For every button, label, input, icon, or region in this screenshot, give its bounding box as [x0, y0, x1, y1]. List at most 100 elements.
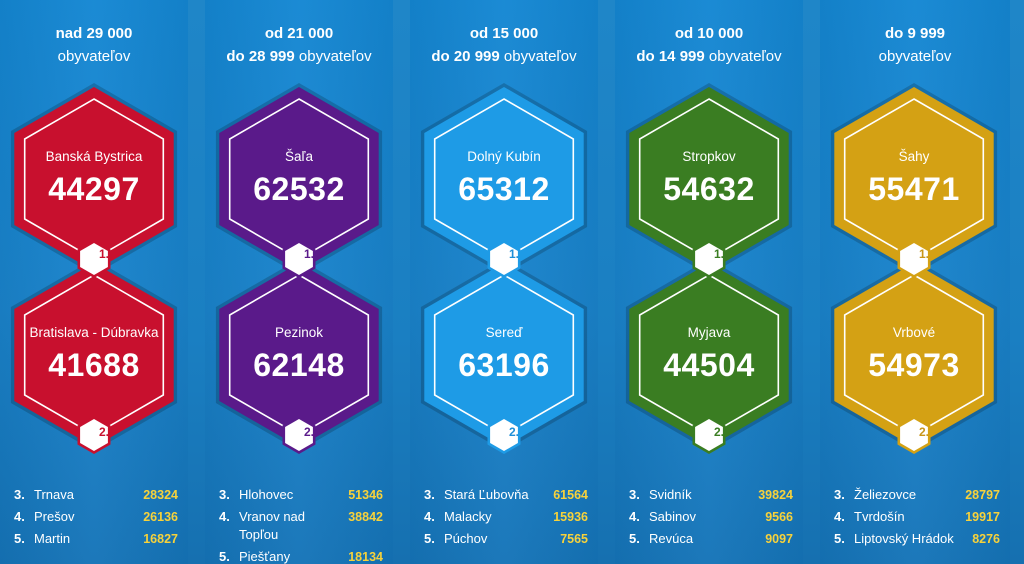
- header-line-2-bold: do 28 999: [226, 48, 295, 65]
- rank-badge-2: [695, 419, 723, 451]
- first-place-rank: 1.: [713, 247, 724, 261]
- header-line-1: do 9 999: [884, 25, 946, 42]
- list-city: Martin: [34, 531, 71, 546]
- second-place-city: Myjava: [687, 325, 731, 340]
- category-column-3: od 15 000 do 20 999 obyvateľov Dolný Kub…: [410, 0, 598, 564]
- second-place-city: Vrbové: [892, 325, 936, 340]
- first-place-hexagon: [834, 87, 994, 271]
- list-rank: 4.: [629, 509, 640, 524]
- first-place-value: 62532: [253, 171, 345, 207]
- column-header: od 10 000 do 14 999 obyvateľov: [615, 22, 803, 68]
- first-place-rank: 1.: [918, 247, 929, 261]
- list-rank: 4.: [14, 509, 25, 524]
- list-rank: 4.: [834, 509, 845, 524]
- list-rank: 3.: [834, 487, 845, 502]
- rank-badge-2: [490, 419, 518, 451]
- list-value: 28324: [143, 488, 178, 502]
- second-place-value: 41688: [48, 347, 140, 383]
- list-item: 3. Hlohovec 51346: [219, 484, 383, 506]
- header-line-2-bold: do 20 999: [431, 48, 500, 65]
- hexagon-graphics: [215, 83, 383, 454]
- header-line-2-rest: obyvateľov: [57, 48, 131, 65]
- list-item: 5. Martin 16827: [14, 528, 178, 550]
- header-line-2-bold: do 14 999: [636, 48, 705, 65]
- rank-badge-1: [490, 243, 518, 275]
- hexagon-graphics: [420, 83, 588, 454]
- second-place-rank: 2.: [303, 425, 314, 439]
- list-item: 5. Liptovský Hrádok 8276: [834, 528, 1000, 550]
- header-line-1: od 21 000: [264, 25, 334, 42]
- category-column-2: od 21 000 do 28 999 obyvateľov Šaľa 6253…: [205, 0, 393, 564]
- list-city: Sabinov: [649, 509, 696, 524]
- list-city: Želiezovce: [854, 487, 917, 502]
- ranking-list: 3. Hlohovec 51346 4. Vranov nad Topľou 38842…: [219, 484, 383, 564]
- first-place-value: 65312: [458, 171, 550, 207]
- list-city: Revúca: [649, 531, 694, 546]
- list-value: 39824: [758, 488, 793, 502]
- list-item: 3. Trnava 28324: [14, 484, 178, 506]
- list-value: 18134: [348, 550, 383, 564]
- list-value: 7565: [560, 532, 588, 546]
- first-place-city: Stropkov: [682, 149, 736, 164]
- list-value: 9097: [765, 532, 793, 546]
- list-value: 16827: [143, 532, 178, 546]
- list-item: 4. Vranov nad Topľou 38842: [219, 506, 383, 546]
- first-place-city: Dolný Kubín: [467, 149, 541, 164]
- hex-pair: Dolný Kubín 65312 1. Sereď 63196 2.: [410, 75, 598, 455]
- second-place-value: 54973: [868, 347, 960, 383]
- list-item: 5. Revúca 9097: [629, 528, 793, 550]
- header-line-1: od 15 000: [469, 25, 539, 42]
- second-place-hexagon: [219, 263, 379, 447]
- second-place-city: Sereď: [485, 325, 523, 340]
- list-value: 61564: [553, 488, 588, 502]
- first-place-city: Banská Bystrica: [45, 149, 143, 164]
- rank-badge-2: [900, 419, 928, 451]
- list-rank: 5.: [14, 531, 25, 546]
- list-city: Vranov nad Topľou: [239, 509, 306, 542]
- second-place-rank: 2.: [98, 425, 109, 439]
- ranking-list: 3. Želiezovce 28797 4. Tvrdošín 19917 5. Lipt…: [834, 484, 1000, 550]
- second-place-value: 62148: [253, 347, 345, 383]
- list-value: 15936: [553, 510, 588, 524]
- hexagon-graphics: [830, 83, 998, 454]
- list-value: 51346: [348, 488, 383, 502]
- second-place-value: 44504: [663, 347, 755, 383]
- list-value: 19917: [965, 510, 1000, 524]
- list-city: Prešov: [34, 509, 75, 524]
- list-rank: 3.: [629, 487, 640, 502]
- list-city: Piešťany: [239, 549, 291, 564]
- second-place-rank: 2.: [918, 425, 929, 439]
- list-city: Púchov: [444, 531, 488, 546]
- second-place-value: 63196: [458, 347, 550, 383]
- column-header: do 9 999 obyvateľov: [820, 22, 1010, 68]
- second-place-city: Pezinok: [274, 325, 324, 340]
- second-place-hexagon: [14, 263, 174, 447]
- list-rank: 3.: [14, 487, 25, 502]
- hex-pair: Šahy 55471 1. Vrbové 54973 2.: [820, 75, 1008, 455]
- second-place-rank: 2.: [713, 425, 724, 439]
- list-item: 4. Tvrdošín 19917: [834, 506, 1000, 528]
- list-value: 8276: [972, 532, 1000, 546]
- rank-badge-1: [285, 243, 313, 275]
- column-header: od 15 000 do 20 999 obyvateľov: [410, 22, 598, 68]
- list-rank: 5.: [424, 531, 435, 546]
- category-column-1: nad 29 000 obyvateľov Banská Bystrica 44…: [0, 0, 188, 564]
- first-place-rank: 1.: [303, 247, 314, 261]
- category-column-5: do 9 999 obyvateľov Šahy 55471 1. Vrbové…: [820, 0, 1010, 564]
- first-place-city: Šaľa: [285, 149, 313, 164]
- first-place-city: Šahy: [898, 149, 930, 164]
- header-line-2-rest: obyvateľov: [298, 48, 372, 65]
- column-header: nad 29 000 obyvateľov: [0, 22, 188, 68]
- rank-badge-1: [80, 243, 108, 275]
- ranking-list: 3. Svidník 39824 4. Sabinov 9566 5. Revúca 909…: [629, 484, 793, 550]
- second-place-city: Bratislava - Dúbravka: [29, 325, 159, 340]
- hex-pair: Banská Bystrica 44297 1. Bratislava - Dú…: [0, 75, 188, 455]
- list-value: 9566: [765, 510, 793, 524]
- column-header: od 21 000 do 28 999 obyvateľov: [205, 22, 393, 68]
- header-line-1: od 10 000: [674, 25, 744, 42]
- list-item: 4. Sabinov 9566: [629, 506, 793, 528]
- first-place-rank: 1.: [98, 247, 109, 261]
- category-column-4: od 10 000 do 14 999 obyvateľov Stropkov …: [615, 0, 803, 564]
- second-place-rank: 2.: [508, 425, 519, 439]
